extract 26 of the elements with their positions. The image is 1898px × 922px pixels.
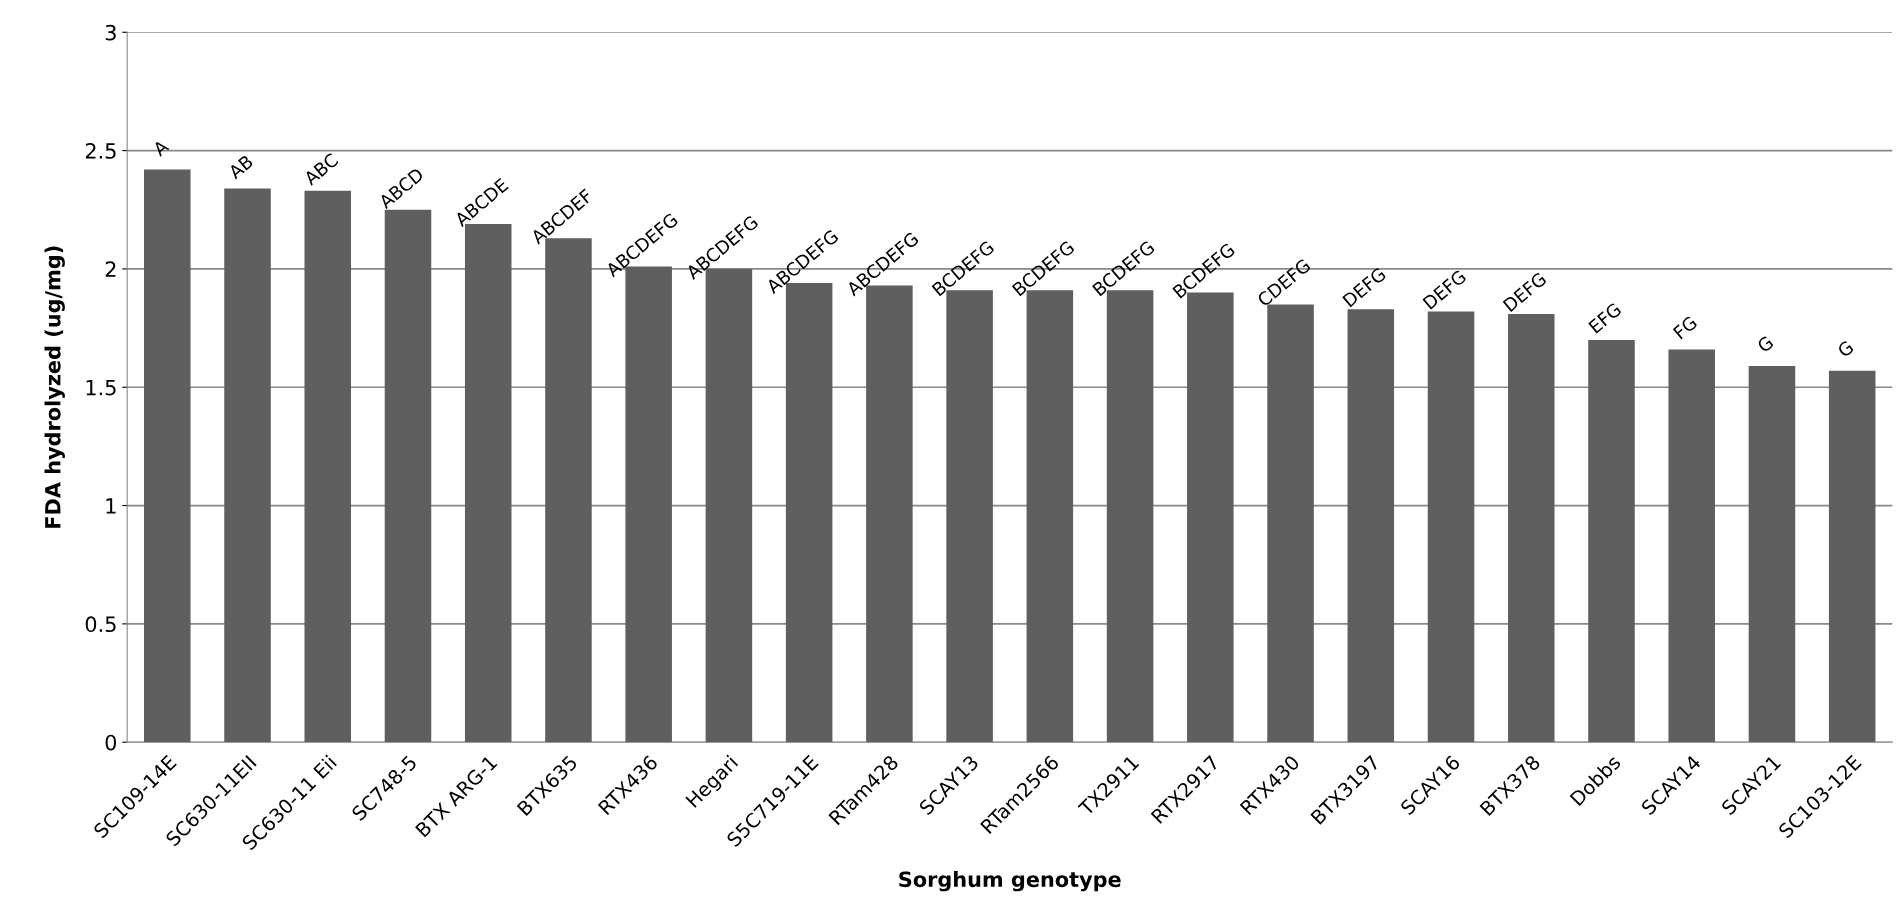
- bar: [1267, 304, 1314, 743]
- data-label: FG: [1672, 315, 1698, 340]
- bar: [1588, 339, 1635, 743]
- y-tick-label: 2: [105, 261, 116, 277]
- bar: [1347, 309, 1395, 743]
- x-axis-title: Sorghum genotype: [899, 871, 1121, 892]
- bar: [1828, 370, 1876, 743]
- y-axis-title: FDA hydrolyzed (ug/mg): [44, 246, 65, 528]
- data-label: AB: [227, 154, 254, 180]
- y-tick-label: 1.5: [86, 379, 116, 396]
- y-tick-label: 2.5: [85, 143, 116, 159]
- y-tick-label: 0.5: [85, 616, 116, 633]
- bar: [304, 190, 352, 743]
- bar: [1748, 365, 1796, 743]
- data-label: G: [1836, 340, 1855, 358]
- bar: [1427, 311, 1475, 743]
- y-tick-label: 3: [105, 24, 116, 41]
- bar: [384, 209, 432, 743]
- data-label: A: [151, 138, 170, 157]
- y-tick-label: 0: [105, 734, 117, 751]
- bar: [144, 169, 191, 743]
- bar: [1507, 313, 1555, 743]
- data-label: G: [1756, 335, 1774, 354]
- y-tick-label: 1: [106, 498, 116, 514]
- bar: [224, 188, 271, 743]
- bar: [1668, 349, 1715, 743]
